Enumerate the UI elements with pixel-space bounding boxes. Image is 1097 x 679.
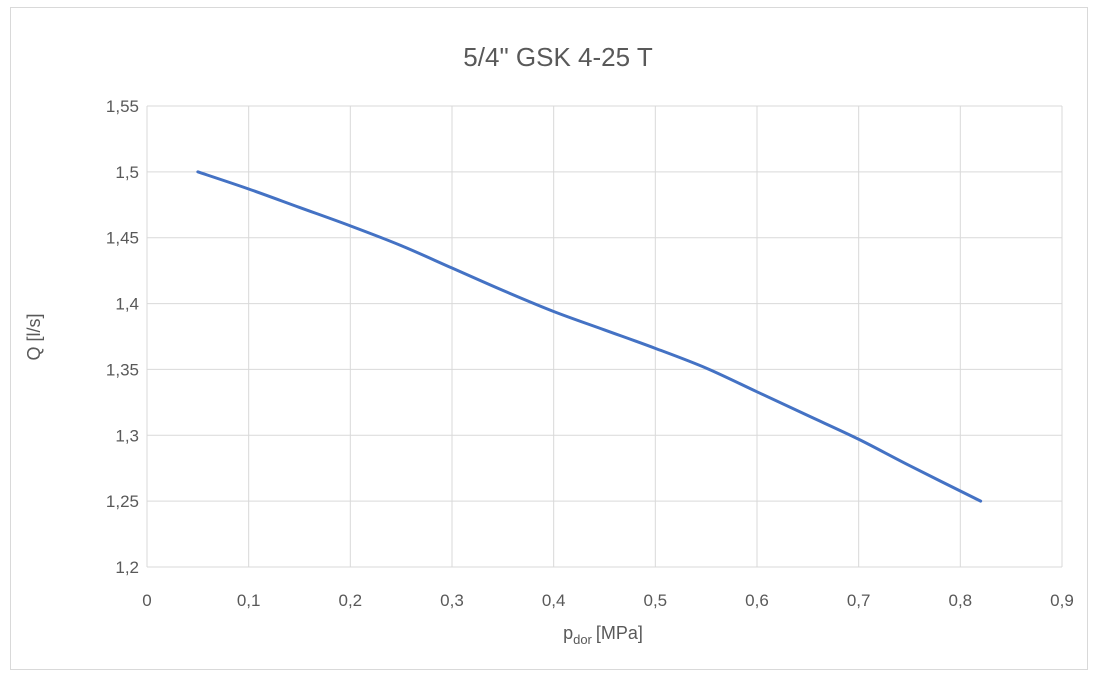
series-layer	[196, 170, 983, 503]
x-tick-label: 0	[142, 591, 151, 610]
y-tick-labels: 1,2 1,25 1,3 1,35 1,4 1,45 1,5 1,55	[106, 97, 139, 577]
x-axis-label-subscript: dor	[573, 632, 592, 647]
x-axis-label: pdor [MPa]	[563, 623, 643, 647]
chart-frame	[10, 7, 1088, 670]
x-axis-label-unit: [MPa]	[596, 623, 643, 643]
x-tick-label: 0,3	[440, 591, 464, 610]
y-tick-label: 1,35	[106, 360, 139, 379]
y-tick-label: 1,25	[106, 492, 139, 511]
y-tick-label: 1,2	[115, 558, 139, 577]
y-axis-label: Q [l/s]	[24, 313, 44, 360]
x-tick-label: 0,7	[847, 591, 871, 610]
y-tick-label: 1,45	[106, 229, 139, 248]
y-tick-label: 1,3	[115, 426, 139, 445]
series-line	[196, 170, 983, 503]
x-tick-labels: 0 0,1 0,2 0,3 0,4 0,5 0,6 0,7 0,8 0,9	[142, 591, 1074, 610]
x-tick-label: 0,1	[237, 591, 261, 610]
x-axis-label-main: p	[563, 623, 573, 643]
chart-title: 5/4" GSK 4-25 T	[463, 42, 653, 72]
x-tick-label: 0,4	[542, 591, 566, 610]
gridlines	[146, 105, 1063, 568]
x-tick-label: 0,9	[1050, 591, 1074, 610]
x-tick-label: 0,2	[339, 591, 363, 610]
x-tick-label: 0,6	[745, 591, 769, 610]
y-tick-label: 1,5	[115, 163, 139, 182]
x-tick-label: 0,5	[644, 591, 668, 610]
x-tick-label: 0,8	[949, 591, 973, 610]
y-tick-label: 1,55	[106, 97, 139, 116]
y-tick-label: 1,4	[115, 295, 139, 314]
